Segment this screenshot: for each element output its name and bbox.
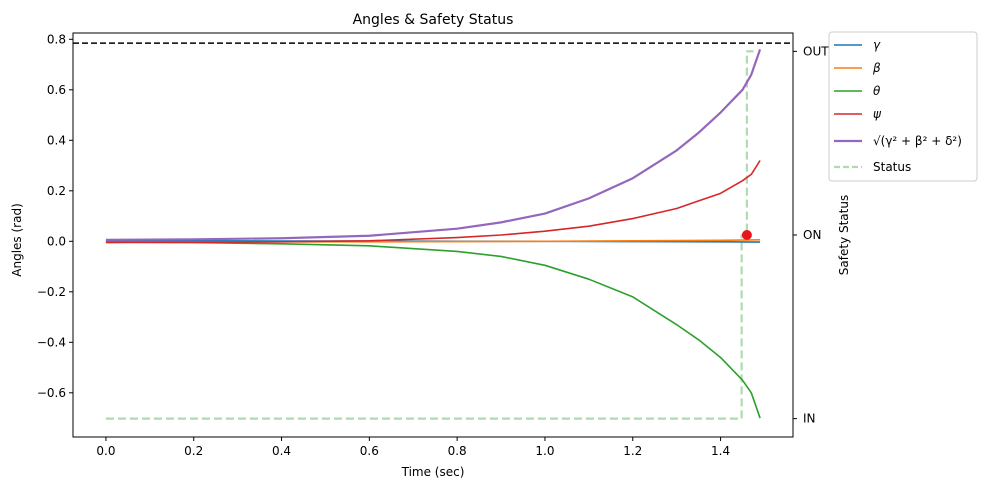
legend-label: γ (873, 38, 881, 52)
y-tick-label: 0.0 (47, 234, 66, 248)
legend-label: β (872, 61, 881, 75)
x-tick-label: 1.2 (623, 444, 642, 458)
chart-title: Angles & Safety Status (353, 12, 514, 28)
x-tick-label: 0.8 (448, 444, 467, 458)
series-layer (73, 42, 793, 420)
series-line-2 (105, 241, 761, 419)
series-line-5 (105, 50, 754, 420)
legend-label: √(γ² + β² + δ²) (873, 134, 962, 148)
x-tick-label: 1.4 (711, 444, 730, 458)
y-axis-label: Angles (rad) (10, 203, 24, 276)
axes-layer: 0.0 0.2 0.4 0.6 0.8 1.0 1.2 1.4 −0.6 −0.4 −0.2 0.0 0… (37, 32, 829, 458)
legend-label: Status (873, 160, 911, 174)
y2-axis-label: Safety Status (837, 195, 851, 275)
y-tick-label: 0.6 (47, 83, 66, 97)
series-line-3 (105, 160, 761, 244)
series-line-4 (105, 49, 762, 241)
x-tick-label: 0.6 (360, 444, 379, 458)
y-tick-label: −0.2 (37, 285, 66, 299)
status-marker-point (741, 230, 752, 240)
y-tick-label: 0.2 (47, 184, 66, 198)
legend-label: ψ (873, 107, 882, 121)
y2-tick-label: IN (803, 412, 816, 426)
y2-tick-label: OUT (803, 44, 829, 58)
legend-box (828, 31, 978, 182)
y-tick-label: −0.4 (37, 335, 66, 349)
x-tick-label: 1.0 (535, 444, 554, 458)
x-axis-label: Time (sec) (401, 465, 465, 479)
y-tick-label: −0.6 (37, 386, 66, 400)
x-tick-label: 0.0 (96, 444, 115, 458)
plot-frame (72, 32, 794, 438)
y2-tick-label: ON (803, 228, 821, 242)
y-tick-label: 0.8 (47, 32, 66, 46)
x-tick-label: 0.2 (184, 444, 203, 458)
y-tick-label: 0.4 (47, 133, 66, 147)
x-tick-label: 0.4 (272, 444, 291, 458)
legend-label: θ (873, 84, 881, 98)
